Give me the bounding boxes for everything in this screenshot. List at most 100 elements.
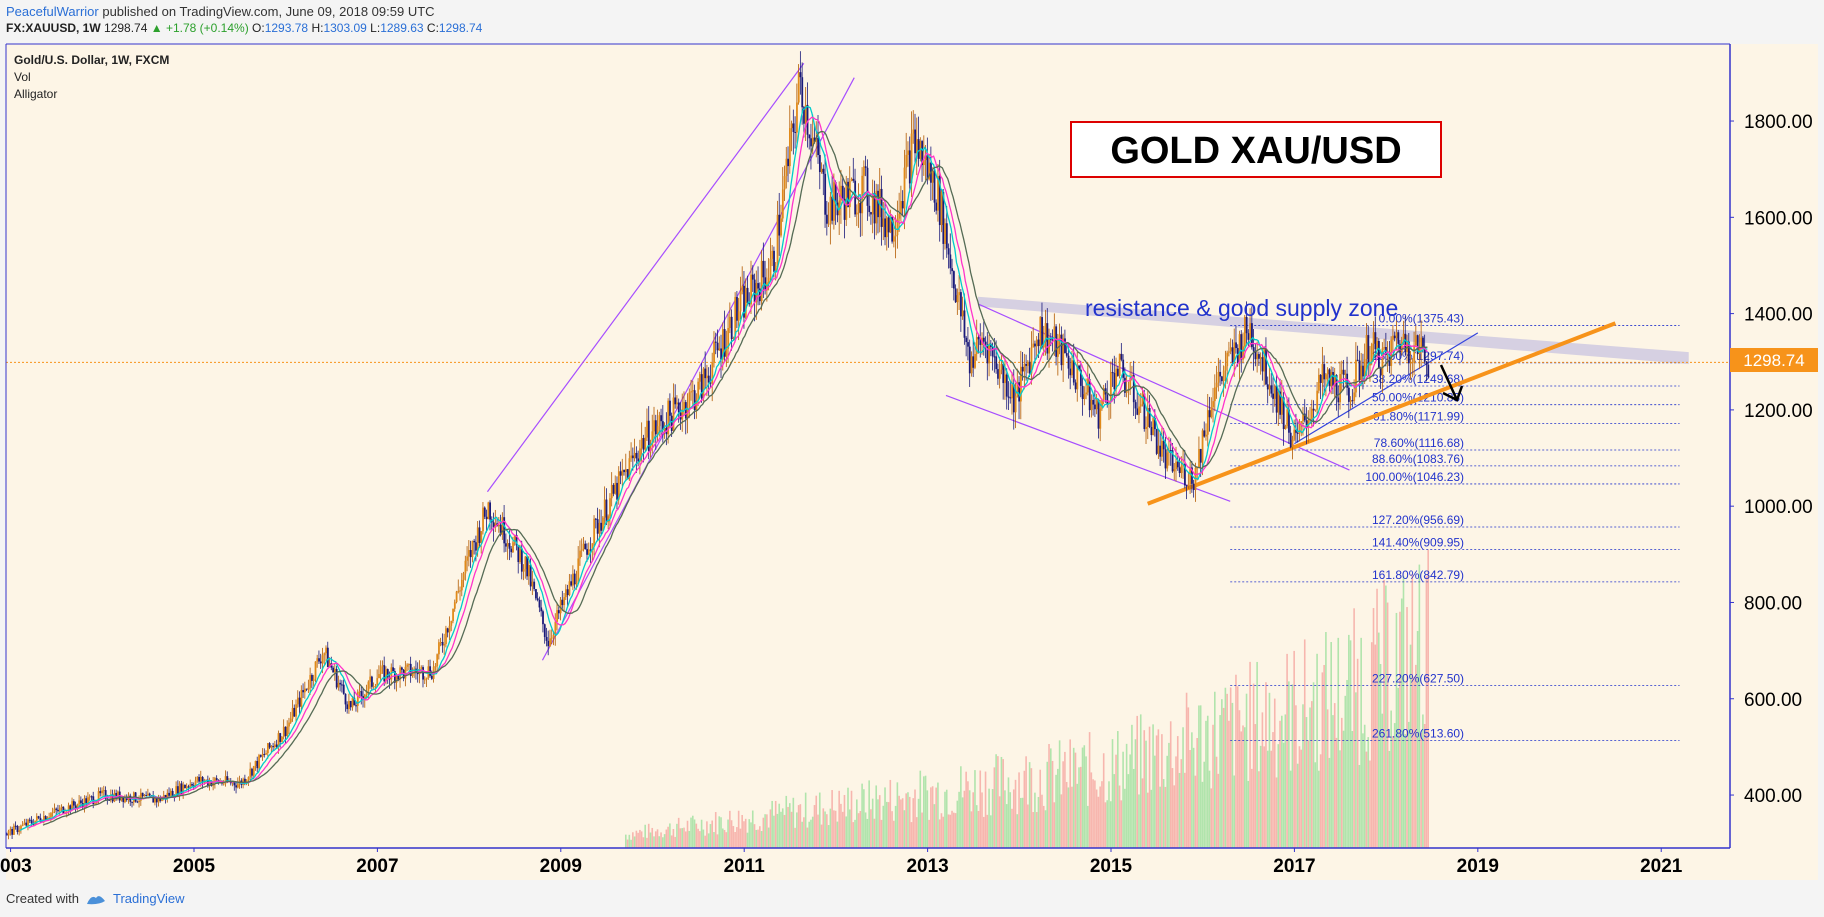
volume-bar	[803, 817, 805, 848]
candle-body	[16, 826, 19, 833]
candle-body	[307, 687, 310, 690]
volume-bar	[991, 789, 994, 848]
volume-bar	[968, 790, 971, 848]
tradingview-link[interactable]: TradingView	[112, 891, 185, 906]
candle-body	[1099, 408, 1102, 429]
volume-bar	[1302, 704, 1304, 848]
close-label: C:	[426, 21, 439, 35]
candle-body	[404, 666, 407, 679]
candle-body	[450, 621, 453, 626]
candle-body	[379, 666, 382, 675]
candle-body	[1069, 368, 1072, 376]
candle-body	[956, 295, 959, 303]
candle-body	[774, 265, 777, 272]
volume-bar	[845, 816, 848, 848]
volume-bar	[714, 812, 717, 848]
volume-bar	[1309, 707, 1311, 848]
candle-body	[288, 722, 290, 727]
volume-bar	[1048, 744, 1050, 848]
candle-body	[616, 482, 618, 500]
volume-bar	[1201, 781, 1204, 848]
volume-bar	[690, 817, 692, 848]
candle-body	[1339, 373, 1342, 403]
candle-body	[780, 218, 782, 236]
volume-bar	[1118, 785, 1121, 848]
candle-body	[483, 507, 486, 517]
y-tick-label: 1400.00	[1744, 305, 1813, 326]
candle-body	[1399, 343, 1401, 353]
volume-bar	[1325, 632, 1327, 848]
volume-bar	[628, 834, 631, 848]
candle-body	[949, 254, 952, 269]
volume-bar	[1369, 760, 1371, 848]
volume-bar	[1150, 789, 1153, 848]
candle-body	[35, 816, 38, 821]
candle-body	[623, 470, 626, 473]
candle-body	[915, 139, 918, 154]
candle-body	[1148, 408, 1151, 427]
candle-body	[1286, 409, 1289, 427]
candle-body	[298, 697, 301, 707]
volume-bar	[1109, 801, 1112, 848]
candle-body	[873, 193, 876, 224]
candle-body	[233, 782, 236, 786]
candle-body	[1275, 386, 1278, 413]
candle-body	[1340, 369, 1343, 374]
candle-body	[1072, 360, 1075, 383]
candle-body	[365, 691, 368, 695]
volume-bar	[1344, 695, 1347, 848]
candle-body	[1411, 361, 1414, 363]
volume-bar	[975, 805, 978, 848]
candle-body	[94, 803, 96, 805]
candle-body	[256, 760, 259, 769]
candle-body	[397, 675, 400, 680]
candle-body	[540, 607, 543, 612]
candle-body	[434, 666, 437, 668]
volume-bar	[1215, 756, 1218, 848]
candle-body	[609, 498, 611, 517]
candle-body	[1367, 335, 1370, 366]
candle-body	[281, 736, 283, 742]
candle-body	[513, 534, 516, 543]
candle-body	[852, 178, 855, 181]
candle-body	[157, 797, 160, 803]
candle-body	[1259, 357, 1262, 359]
candle-body	[794, 131, 797, 133]
volume-bar	[880, 819, 883, 848]
candle-body	[1393, 335, 1396, 339]
volume-bar	[667, 826, 669, 848]
candle-body	[201, 776, 204, 783]
candle-body	[1213, 387, 1216, 402]
volume-bar	[1055, 774, 1057, 848]
candle-body	[1330, 372, 1333, 386]
author-link[interactable]: PeacefulWarrior	[6, 4, 99, 19]
candle-body	[180, 783, 183, 794]
volume-bar	[741, 814, 743, 848]
candle-body	[147, 793, 149, 796]
candle-body	[1007, 396, 1010, 398]
candle-body	[88, 796, 91, 798]
y-tick-label: 400.00	[1744, 786, 1802, 807]
candle-body	[612, 484, 615, 494]
candle-body	[1102, 388, 1105, 400]
candle-body	[893, 236, 895, 242]
candle-body	[1020, 366, 1022, 402]
y-tick-label: 600.00	[1744, 690, 1802, 711]
candle-body	[120, 797, 123, 801]
volume-bar	[1342, 730, 1345, 848]
candle-body	[896, 218, 899, 236]
candle-body	[552, 635, 555, 638]
volume-bar	[1159, 786, 1161, 848]
candle-body	[1349, 400, 1352, 402]
candle-body	[766, 282, 768, 291]
volume-bar	[1270, 750, 1273, 848]
candle-body	[1044, 323, 1047, 342]
candle-body	[462, 573, 465, 580]
candle-body	[198, 776, 201, 782]
candle-body	[533, 581, 536, 590]
x-tick-label: 2013	[906, 856, 948, 877]
candle-body	[727, 327, 730, 349]
candle-body	[1261, 357, 1264, 372]
candle-body	[822, 168, 825, 174]
